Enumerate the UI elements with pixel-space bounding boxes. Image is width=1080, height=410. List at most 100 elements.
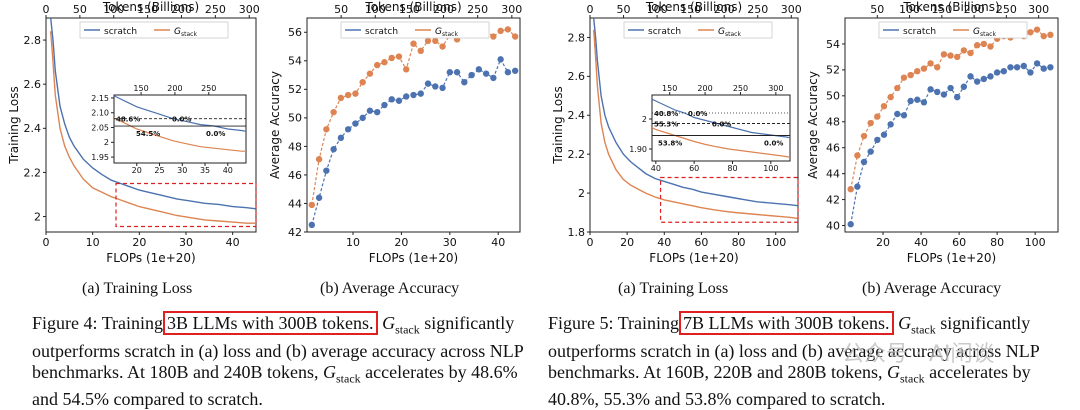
fig5b-chart: 20 40 60 80 100 40 42 44 46 48 50 52 54 50 100 150 200 25… [806, 0, 1059, 265]
fig4b-point-scratch-4 [337, 134, 345, 142]
fig4a-inset-ytick-label-0: 1.95 [91, 153, 109, 162]
fig5b-point-scratch-7 [894, 110, 901, 118]
fig5a-top-tick-label-4: 200 [714, 3, 735, 16]
fig5b-point-scratch-11 [920, 99, 928, 106]
fig5b-ytick-label-7: 54 [826, 38, 840, 51]
fig5a-ytick-label-1: 2 [578, 187, 585, 200]
fig5b-ytick-label-4: 48 [826, 116, 840, 129]
fig4a-legend-stack-label: G [174, 27, 181, 37]
fig4a-zoom-box [115, 182, 257, 228]
fig5b-xlabel: FLOPs (1e+20) [907, 251, 996, 265]
fig4a-xtick-label-2: 20 [132, 236, 146, 249]
fig4a-inset-top-tick-label-1: 200 [167, 84, 182, 93]
fig4b-subcaption: (b) Average Accuracy [320, 280, 460, 297]
fig5a-inset-line-scratch [652, 98, 790, 139]
fig4a-inset-top-tick-label-0: 150 [133, 84, 148, 93]
fig4a-xlabel: FLOPs (1e+20) [106, 251, 195, 265]
fig5b-point-scratch-30 [1047, 64, 1054, 71]
fig5b-point-scratch-27 [1027, 69, 1034, 76]
fig4b-xtick-label-3: 40 [491, 236, 505, 249]
fig5b-point-scratch-12 [927, 86, 934, 93]
fig4b-point-G_stack-5 [344, 91, 352, 99]
fig5a-top-tick-label-5: 250 [747, 3, 768, 16]
fig4a-inset-xtick-label-2: 30 [177, 166, 187, 175]
fig5a-line-G_stack [593, 29, 798, 220]
fig5b-point-G_stack-3 [867, 119, 874, 127]
fig4a-top-tick-label-2: 100 [103, 3, 124, 16]
fig5a-inset-top-tick-label-1: 200 [697, 84, 712, 93]
fig5b-point-G_stack-11 [920, 65, 928, 72]
fig4b-point-scratch-23 [475, 66, 483, 73]
fig5b-point-scratch-29 [1040, 65, 1047, 72]
fig5b-point-scratch-16 [954, 93, 961, 101]
fig5b-point-scratch-22 [993, 69, 1001, 76]
fig4a-line-scratch [50, 18, 256, 210]
fig4b-xtick-label-2: 30 [443, 236, 457, 249]
fig4a-inset-top-tick-label-2: 250 [201, 84, 216, 93]
fig4b-point-G_stack-25 [490, 33, 497, 40]
fig5b-point-scratch-3 [867, 148, 874, 155]
fig5b-point-G_stack-15 [947, 52, 954, 59]
fig4b-point-G_stack-17 [432, 37, 439, 45]
fig5b-point-G_stack-28 [1033, 26, 1041, 33]
fig4a-ytick-label-0: 2 [34, 210, 41, 223]
fig4b-ytick-label-3: 48 [288, 140, 302, 153]
fig5b-point-G_stack-12 [927, 60, 934, 67]
fig5a-chart: 0 20 40 60 80 100 1.8 2 2.2 2.4 2.6 2.8 0 50 100 150 200… [551, 0, 802, 265]
fig4a-top-tick-label-0: 0 [43, 3, 50, 16]
fig5b-xtick-label-4: 100 [1025, 236, 1046, 249]
fig5a-inset-xtick-label-3: 100 [763, 164, 778, 173]
fig5b-point-G_stack-8 [900, 74, 908, 81]
fig4b-xtick-label-1: 20 [394, 236, 408, 249]
fig4b-xlabel: FLOPs (1e+20) [369, 251, 458, 265]
fig4b-ytick-label-1: 44 [288, 197, 302, 210]
fig4b-ytick-label-0: 42 [288, 226, 302, 239]
fig4a-top-tick-label-4: 200 [171, 3, 192, 16]
fig5a-inset-line-G_stack [652, 127, 790, 158]
fig5b-top-tick-label-5: 300 [1028, 3, 1049, 16]
fig4a-inset-line-G_stack [114, 117, 246, 152]
fig4b-top-tick-label-0: 50 [334, 3, 348, 16]
fig5b-point-G_stack-0 [847, 186, 854, 193]
fig5b-point-G_stack-19 [973, 42, 981, 49]
fig4b-line-G_stack [311, 27, 516, 205]
fig4a-xtick-label-3: 30 [179, 236, 193, 249]
fig4b-top-tick-label-3: 200 [433, 3, 454, 16]
fig5a-subcaption: (a) Training Loss [618, 280, 729, 297]
fig4b-point-G_stack-16 [424, 37, 432, 45]
fig5b-point-G_stack-16 [954, 53, 961, 61]
fig4b-ytick-label-2: 46 [288, 169, 302, 182]
fig4b-point-G_stack-6 [352, 90, 359, 97]
fig4a-xtick-label-0: 0 [43, 236, 50, 249]
fig4b-point-scratch-5 [344, 126, 352, 133]
fig5a-inset-bg [652, 95, 790, 161]
fig4b-point-scratch-7 [359, 114, 366, 122]
fig4b-point-scratch-27 [504, 69, 512, 76]
fig5a-xtick-label-3: 60 [694, 236, 708, 249]
fig5b-xtick-label-3: 80 [990, 236, 1004, 249]
fig5a-top-tick-label-0: 0 [587, 3, 594, 16]
fig5b-xtick-label-0: 20 [876, 236, 890, 249]
fig5a-inset-top-tick-label-3: 300 [768, 84, 783, 93]
fig5a-inset-annot-5: 0.0% [764, 140, 783, 148]
fig4b-point-G_stack-2 [323, 126, 330, 133]
fig5a-inset-ytick-label-0: 1.90 [629, 145, 647, 154]
fig4b-point-G_stack-11 [388, 54, 395, 62]
fig5a-top-xlabel: Tokens (Billions) [645, 0, 742, 14]
fig4a-inset-xtick-label-4: 40 [223, 166, 233, 175]
fig4b-point-scratch-3 [330, 146, 337, 153]
fig5a-xtick-label-0: 0 [587, 236, 594, 249]
fig5a-ytick-label-0: 1.8 [568, 226, 586, 239]
fig4a-inset-annot-2: 54.5% [136, 130, 160, 138]
fig5a-ytick-label-5: 2.8 [568, 31, 586, 44]
fig4b-point-scratch-19 [446, 69, 454, 76]
fig4b-point-scratch-8 [366, 107, 374, 114]
fig5b-point-scratch-5 [880, 131, 888, 138]
fig5a-ytick-label-4: 2.6 [568, 70, 586, 83]
fig5b-point-G_stack-6 [887, 93, 894, 101]
fig4b-point-scratch-15 [417, 90, 424, 97]
fig5a-ylabel: Training Loss [551, 86, 565, 164]
fig5b-point-G_stack-7 [894, 84, 901, 92]
fig5b-point-scratch-18 [967, 73, 974, 80]
